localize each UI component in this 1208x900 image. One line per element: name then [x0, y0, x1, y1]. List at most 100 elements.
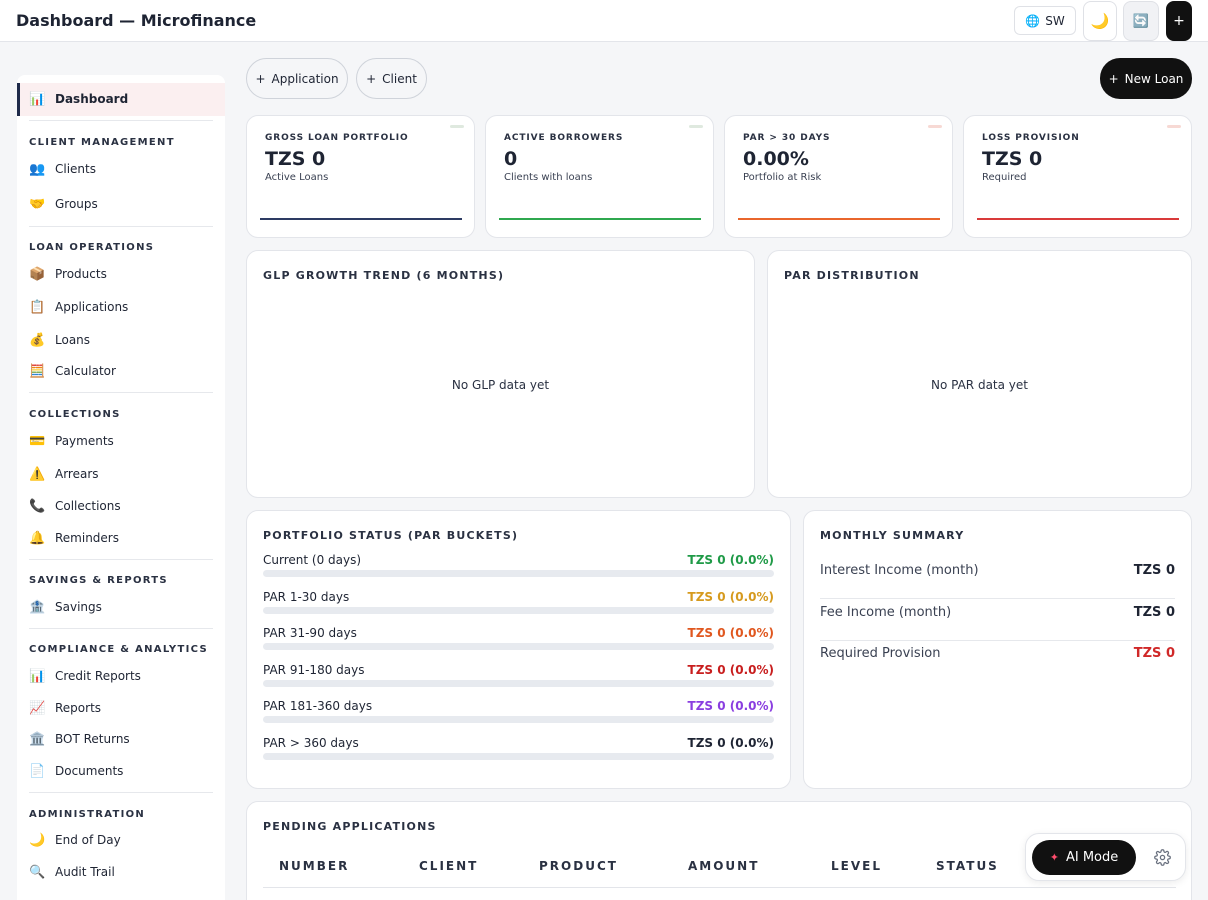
document-icon: 📄 [29, 763, 46, 779]
credit-card-icon: 💳 [29, 433, 46, 449]
sidebar-item-label: Products [55, 267, 107, 281]
sidebar-item-label: Collections [55, 499, 121, 513]
card-flag [450, 125, 464, 128]
kpi-label: PAR > 30 DAYS [743, 133, 831, 143]
sync-button[interactable]: 🔄 [1123, 1, 1159, 41]
bucket-progress-track [263, 643, 774, 650]
divider [29, 628, 213, 629]
sidebar-item-credit-reports[interactable]: 📊 Credit Reports [29, 665, 141, 687]
users-icon: 👥 [29, 161, 46, 177]
sidebar-item-label: Clients [55, 162, 96, 176]
sidebar-item-groups[interactable]: 🤝 Groups [29, 193, 98, 215]
bucket-value: TZS 0 (0.0%) [687, 663, 774, 677]
dark-mode-toggle[interactable]: 🌙 [1083, 1, 1117, 41]
par-distribution-panel: PAR DISTRIBUTION No PAR data yet [767, 250, 1192, 498]
kpi-card-gross-loan-portfolio: GROSS LOAN PORTFOLIO TZS 0 Active Loans [246, 115, 475, 238]
top-bar: Dashboard — Microfinance 🌐 SW 🌙 🔄 + [0, 0, 1208, 42]
divider [29, 559, 213, 560]
empty-state-message: No GLP data yet [451, 378, 550, 392]
bucket-value: TZS 0 (0.0%) [687, 699, 774, 713]
sidebar-item-calculator[interactable]: 🧮 Calculator [29, 360, 116, 382]
bucket-value: TZS 0 (0.0%) [687, 736, 774, 750]
plus-icon: + [1173, 13, 1185, 29]
sidebar-item-reports[interactable]: 📈 Reports [29, 697, 101, 719]
sidebar-item-label: Documents [55, 764, 124, 778]
button-label: Client [382, 71, 417, 86]
kpi-subtitle: Clients with loans [504, 172, 593, 183]
magnifier-icon: 🔍 [29, 864, 46, 880]
sidebar-item-label: Credit Reports [55, 669, 141, 683]
kpi-subtitle: Required [982, 172, 1027, 183]
quick-add-button[interactable]: + [1166, 1, 1192, 41]
par-bucket-row: PAR > 360 days TZS 0 (0.0%) [263, 736, 774, 766]
bucket-value: TZS 0 (0.0%) [687, 553, 774, 567]
plus-icon: + [1108, 71, 1119, 86]
sidebar-item-end-of-day[interactable]: 🌙 End of Day [29, 829, 121, 851]
glp-growth-trend-panel: GLP GROWTH TREND (6 MONTHS) No GLP data … [246, 250, 755, 498]
summary-value: TZS 0 [1133, 563, 1175, 578]
sidebar-item-label: Savings [55, 600, 102, 614]
monthly-summary-panel: MONTHLY SUMMARY Interest Income (month) … [803, 510, 1192, 789]
sidebar-item-payments[interactable]: 💳 Payments [29, 430, 114, 452]
column-header-product[interactable]: PRODUCT [539, 859, 618, 873]
sidebar-item-clients[interactable]: 👥 Clients [29, 158, 96, 180]
column-header-amount[interactable]: AMOUNT [688, 859, 760, 873]
column-header-number[interactable]: NUMBER [279, 859, 350, 873]
warning-icon: ⚠️ [29, 466, 46, 482]
divider [29, 792, 213, 793]
section-compliance-analytics: COMPLIANCE & ANALYTICS [29, 644, 208, 655]
summary-row-required-provision: Required Provision TZS 0 [820, 640, 1175, 682]
column-header-client[interactable]: CLIENT [419, 859, 479, 873]
panel-title: PENDING APPLICATIONS [263, 820, 437, 833]
divider [29, 392, 213, 393]
sidebar-item-loans[interactable]: 💰 Loans [29, 329, 90, 351]
new-loan-button[interactable]: + New Loan [1100, 58, 1192, 99]
sidebar-item-products[interactable]: 📦 Products [29, 263, 107, 285]
card-flag [1167, 125, 1181, 128]
moon-icon: 🌙 [1090, 12, 1110, 30]
new-application-button[interactable]: + Application [246, 58, 348, 99]
section-loan-operations: LOAN OPERATIONS [29, 242, 155, 253]
sidebar-item-dashboard[interactable] [17, 83, 225, 116]
sidebar-item-dashboard-content[interactable]: 📊 Dashboard [29, 88, 128, 110]
sidebar: 📊 Dashboard CLIENT MANAGEMENT 👥 Clients … [17, 75, 225, 900]
bucket-label: PAR 91-180 days [263, 663, 365, 677]
section-collections: COLLECTIONS [29, 409, 121, 420]
sidebar-item-savings[interactable]: 🏦 Savings [29, 596, 102, 618]
sidebar-item-applications[interactable]: 📋 Applications [29, 296, 128, 318]
bucket-value: TZS 0 (0.0%) [687, 590, 774, 604]
bank-icon: 🏦 [29, 599, 46, 615]
sidebar-item-label: Reminders [55, 531, 119, 545]
bell-icon: 🔔 [29, 530, 46, 546]
card-flag [689, 125, 703, 128]
section-client-management: CLIENT MANAGEMENT [29, 137, 175, 148]
kpi-subtitle: Portfolio at Risk [743, 172, 822, 183]
kpi-accent-bar [738, 218, 940, 220]
sidebar-item-collections[interactable]: 📞 Collections [29, 495, 121, 517]
section-savings-reports: SAVINGS & REPORTS [29, 575, 168, 586]
sidebar-item-audit-trail[interactable]: 🔍 Audit Trail [29, 861, 115, 883]
handshake-icon: 🤝 [29, 196, 46, 212]
language-switcher-button[interactable]: 🌐 SW [1014, 6, 1076, 35]
sparkle-icon: ✦ [1049, 851, 1059, 864]
new-client-button[interactable]: + Client [356, 58, 427, 99]
ai-mode-button[interactable]: ✦ AI Mode [1032, 840, 1136, 875]
kpi-value: 0.00% [743, 148, 809, 170]
kpi-accent-bar [260, 218, 462, 220]
sidebar-item-documents[interactable]: 📄 Documents [29, 760, 123, 782]
kpi-subtitle: Active Loans [265, 172, 329, 183]
column-header-status[interactable]: STATUS [936, 859, 999, 873]
table-header-divider [263, 887, 1176, 888]
sidebar-item-label: Calculator [55, 364, 116, 378]
sidebar-item-bot-returns[interactable]: 🏛️ BOT Returns [29, 728, 130, 750]
sidebar-item-arrears[interactable]: ⚠️ Arrears [29, 463, 99, 485]
column-header-level[interactable]: LEVEL [831, 859, 882, 873]
bucket-progress-track [263, 716, 774, 723]
ai-assistant-widget: ✦ AI Mode [1025, 833, 1186, 881]
summary-label: Fee Income (month) [820, 605, 952, 620]
kpi-accent-bar [977, 218, 1179, 220]
pending-applications-panel: PENDING APPLICATIONS NUMBER CLIENT PRODU… [246, 801, 1192, 900]
gear-icon[interactable] [1150, 845, 1174, 869]
sidebar-item-reminders[interactable]: 🔔 Reminders [29, 527, 119, 549]
par-bucket-row: PAR 91-180 days TZS 0 (0.0%) [263, 663, 774, 693]
